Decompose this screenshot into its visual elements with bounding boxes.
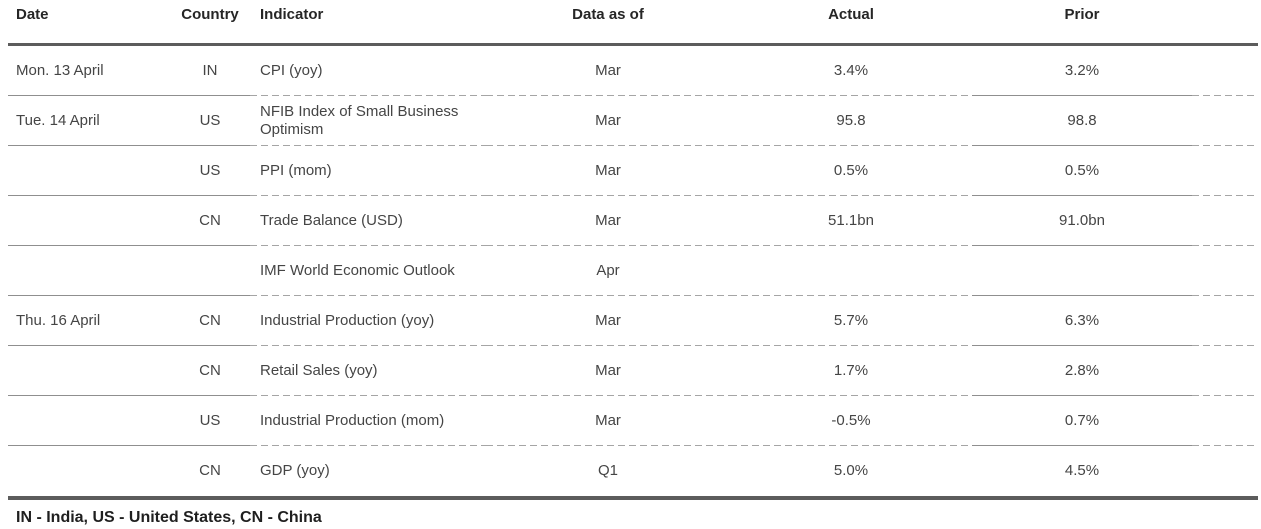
cell-data-as-of: Apr (486, 246, 730, 296)
cell-prior: 3.2% (972, 44, 1192, 96)
cell-data-as-of: Mar (486, 346, 730, 396)
column-header-country: Country (170, 0, 250, 46)
cell-country: US (170, 96, 250, 146)
economic-calendar-table: Date Country Indicator Data as of Actual… (8, 0, 1258, 496)
cell-actual: 5.7% (730, 296, 972, 346)
cell-prior: 91.0bn (972, 196, 1192, 246)
cell-indicator: Industrial Production (mom) (250, 396, 486, 446)
cell-country: CN (170, 296, 250, 346)
cell-country: CN (170, 346, 250, 396)
cell-prior: 0.5% (972, 146, 1192, 196)
table-row: CN Trade Balance (USD) Mar 51.1bn 91.0bn (8, 196, 1258, 246)
column-header-spacer (1192, 0, 1258, 46)
cell-actual: 95.8 (730, 96, 972, 146)
cell-indicator: Industrial Production (yoy) (250, 296, 486, 346)
cell-spacer (1192, 44, 1258, 96)
header-row: Date Country Indicator Data as of Actual… (8, 0, 1258, 46)
cell-country: CN (199, 462, 221, 480)
cell-country (170, 246, 250, 296)
column-header-indicator: Indicator (250, 0, 486, 46)
cell-prior: 4.5% (1064, 462, 1100, 480)
cell-spacer (1192, 146, 1258, 196)
table-row: CN GDP (yoy) Q1 5.0% 4.5% (8, 446, 1258, 496)
cell-data-as-of: Mar (486, 296, 730, 346)
cell-date (8, 396, 170, 446)
cell-actual: 3.4% (730, 44, 972, 96)
cell-indicator: CPI (yoy) (250, 44, 486, 96)
bottom-rule (8, 496, 1258, 500)
cell-date: Tue. 14 April (8, 96, 170, 146)
cell-date: Thu. 16 April (8, 296, 170, 346)
column-header-data-as-of: Data as of (486, 0, 730, 46)
cell-actual: 1.7% (730, 346, 972, 396)
table-row: Thu. 16 April CN Industrial Production (yo… (8, 296, 1258, 346)
cell-country: US (170, 146, 250, 196)
cell-indicator: IMF World Economic Outlook (250, 246, 486, 296)
cell-spacer (1192, 446, 1258, 496)
cell-prior: 0.7% (972, 396, 1192, 446)
cell-data-as-of: Mar (486, 396, 730, 446)
column-header-prior: Prior (972, 0, 1192, 46)
cell-prior: 6.3% (972, 296, 1192, 346)
cell-prior: 98.8 (972, 96, 1192, 146)
cell-indicator: GDP (yoy) (260, 462, 330, 480)
cell-actual: -0.5% (730, 396, 972, 446)
cell-date (8, 246, 170, 296)
table-body: Mon. 13 April IN CPI (yoy) Mar 3.4% 3.2% Tue. … (8, 44, 1258, 497)
cell-indicator: PPI (mom) (250, 146, 486, 196)
cell-prior: 2.8% (972, 346, 1192, 396)
cell-indicator: Trade Balance (USD) (250, 196, 486, 246)
cell-actual: 5.0% (833, 462, 869, 480)
cell-spacer (1192, 346, 1258, 396)
column-header-date: Date (8, 0, 170, 46)
table-row: Tue. 14 April US NFIB Index of Small Busin… (8, 96, 1258, 146)
cell-data-as-of: Mar (486, 44, 730, 96)
column-header-actual: Actual (730, 0, 972, 46)
cell-data-as-of: Mar (486, 146, 730, 196)
cell-actual (730, 246, 972, 296)
table-row: Mon. 13 April IN CPI (yoy) Mar 3.4% 3.2% (8, 44, 1258, 96)
cell-date (8, 196, 170, 246)
cell-indicator: Retail Sales (yoy) (250, 346, 486, 396)
cell-date (8, 146, 170, 196)
cell-country: IN (170, 44, 250, 96)
cell-prior (972, 246, 1192, 296)
cell-spacer (1192, 96, 1258, 146)
footnote: IN - India, US - United States, CN - Chi… (16, 509, 322, 526)
cell-data-as-of: Mar (486, 96, 730, 146)
cell-actual: 51.1bn (730, 196, 972, 246)
table-header: Date Country Indicator Data as of Actual… (8, 0, 1258, 46)
cell-data-as-of: Mar (486, 196, 730, 246)
cell-spacer (1192, 296, 1258, 346)
cell-spacer (1192, 246, 1258, 296)
economic-calendar: Date Country Indicator Data as of Actual… (8, 0, 1258, 527)
cell-indicator: NFIB Index of Small Business Optimism (250, 96, 486, 146)
cell-actual: 0.5% (730, 146, 972, 196)
cell-date (8, 346, 170, 396)
cell-country: CN (170, 196, 250, 246)
table-row: IMF World Economic Outlook Apr (8, 246, 1258, 296)
table-row: US PPI (mom) Mar 0.5% 0.5% (8, 146, 1258, 196)
table-row: US Industrial Production (mom) Mar -0.5% 0.7… (8, 396, 1258, 446)
cell-date (8, 446, 170, 496)
cell-country: US (170, 396, 250, 446)
cell-data-as-of: Q1 (597, 462, 618, 480)
table-row: CN Retail Sales (yoy) Mar 1.7% 2.8% (8, 346, 1258, 396)
cell-spacer (1192, 196, 1258, 246)
cell-spacer (1192, 396, 1258, 446)
cell-date: Mon. 13 April (8, 44, 170, 96)
